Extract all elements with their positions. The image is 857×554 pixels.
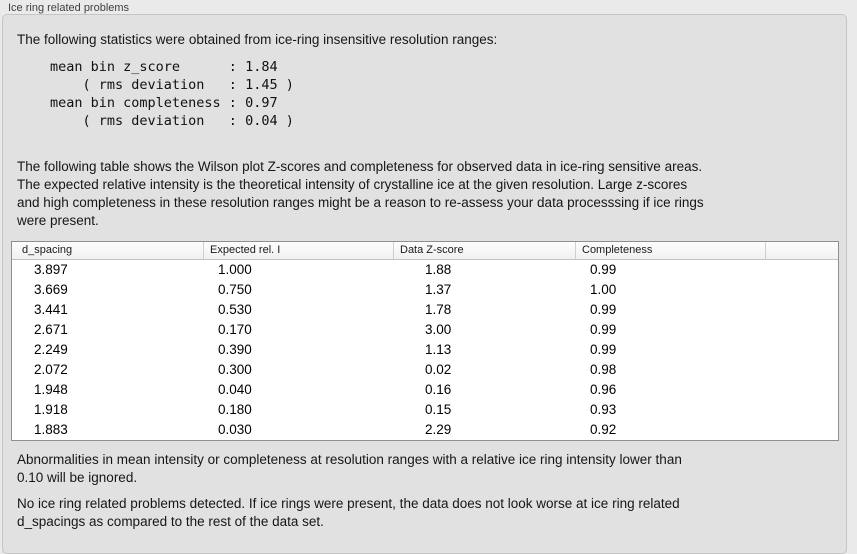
table-cell: 0.99 [590, 342, 617, 357]
table-cell: 3.00 [425, 322, 452, 337]
table-cell: 1.883 [34, 422, 68, 437]
table-row[interactable]: 3.441 0.530 1.78 0.99 [12, 300, 838, 320]
table-cell-blank [765, 280, 838, 300]
table-cell: 1.37 [425, 282, 452, 297]
table-description: The following table shows the Wilson plo… [17, 159, 704, 228]
table-row[interactable]: 2.249 0.390 1.13 0.99 [12, 340, 838, 360]
table-cell: 0.180 [218, 402, 252, 417]
table-cell-blank [765, 300, 838, 320]
table-row[interactable]: 2.072 0.300 0.02 0.98 [12, 360, 838, 380]
table-body: 3.897 1.000 1.88 0.99 3.669 0.750 1.37 1.00 3.44… [12, 260, 838, 440]
conclusion-text: No ice ring related problems detected. I… [17, 496, 680, 529]
table-cell: 0.99 [590, 322, 617, 337]
table-cell: 0.390 [218, 342, 252, 357]
table-cell: 1.13 [425, 342, 452, 357]
table-cell: 0.530 [218, 302, 252, 317]
table-cell: 0.92 [590, 422, 617, 437]
table-cell: 0.02 [425, 362, 452, 377]
column-header-blank [765, 242, 838, 259]
table-cell: 1.948 [34, 382, 68, 397]
column-header-completeness: Completeness [575, 242, 765, 259]
table-row[interactable]: 3.897 1.000 1.88 0.99 [12, 260, 838, 280]
table-cell-blank [765, 360, 838, 380]
column-header-data-z-score: Data Z-score [393, 242, 575, 259]
table-cell: 0.030 [218, 422, 252, 437]
table-cell: 0.98 [590, 362, 617, 377]
table-row[interactable]: 1.883 0.030 2.29 0.92 [12, 420, 838, 440]
ice-ring-panel: The following statistics were obtained f… [2, 14, 847, 554]
table-cell: 0.99 [590, 262, 617, 277]
table-cell: 3.669 [34, 282, 68, 297]
table-cell: 0.300 [218, 362, 252, 377]
summary-stats-block: mean bin z_score : 1.84 ( rms deviation … [50, 59, 294, 129]
table-row[interactable]: 3.669 0.750 1.37 1.00 [12, 280, 838, 300]
table-cell: 2.072 [34, 362, 68, 377]
table-cell-blank [765, 420, 838, 440]
table-cell: 1.918 [34, 402, 68, 417]
table-cell: 0.170 [218, 322, 252, 337]
column-header-d-spacing: d_spacing [22, 244, 73, 256]
table-cell: 1.88 [425, 262, 452, 277]
table-header: d_spacing Expected rel. I Data Z-score Comp… [12, 242, 838, 260]
table-cell: 0.96 [590, 382, 617, 397]
ignore-note: Abnormalities in mean intensity or compl… [17, 452, 682, 485]
table-cell: 0.93 [590, 402, 617, 417]
table-row[interactable]: 1.948 0.040 0.16 0.96 [12, 380, 838, 400]
table-cell: 0.040 [218, 382, 252, 397]
table-cell: 0.750 [218, 282, 252, 297]
column-header-expected-rel-i: Expected rel. I [203, 242, 393, 259]
table-cell: 3.897 [34, 262, 68, 277]
intro-text: The following statistics were obtained f… [17, 32, 498, 47]
table-cell-blank [765, 320, 838, 340]
table-cell: 3.441 [34, 302, 68, 317]
table-cell: 0.15 [425, 402, 452, 417]
table-cell-blank [765, 400, 838, 420]
table-cell-blank [765, 260, 838, 280]
table-row[interactable]: 1.918 0.180 0.15 0.93 [12, 400, 838, 420]
table-cell: 0.99 [590, 302, 617, 317]
table-cell: 1.78 [425, 302, 452, 317]
table-cell: 2.249 [34, 342, 68, 357]
table-cell: 2.29 [425, 422, 452, 437]
table-row[interactable]: 2.671 0.170 3.00 0.99 [12, 320, 838, 340]
table-cell-blank [765, 340, 838, 360]
table-cell: 1.000 [218, 262, 252, 277]
section-title: Ice ring related problems [8, 2, 130, 14]
table-cell-blank [765, 380, 838, 400]
table-cell: 2.671 [34, 322, 68, 337]
ice-ring-table: d_spacing Expected rel. I Data Z-score Comp… [11, 241, 839, 441]
table-cell: 1.00 [590, 282, 617, 297]
table-cell: 0.16 [425, 382, 452, 397]
